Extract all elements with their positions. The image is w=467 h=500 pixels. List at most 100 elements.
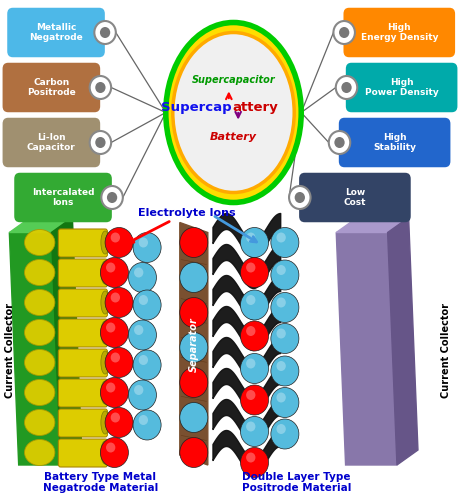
Circle shape bbox=[111, 412, 120, 422]
Circle shape bbox=[139, 295, 148, 305]
Circle shape bbox=[105, 228, 133, 258]
Text: Battery: Battery bbox=[210, 132, 257, 141]
Circle shape bbox=[276, 265, 286, 275]
Circle shape bbox=[95, 137, 106, 148]
FancyBboxPatch shape bbox=[3, 118, 100, 167]
Circle shape bbox=[180, 298, 208, 328]
Circle shape bbox=[180, 228, 208, 258]
Circle shape bbox=[100, 318, 128, 348]
Circle shape bbox=[295, 192, 305, 203]
Circle shape bbox=[246, 358, 255, 368]
Ellipse shape bbox=[24, 320, 55, 345]
Circle shape bbox=[134, 268, 143, 278]
Text: Current Collector: Current Collector bbox=[441, 302, 451, 398]
Text: Carbon
Positrode: Carbon Positrode bbox=[27, 78, 76, 97]
FancyBboxPatch shape bbox=[58, 439, 107, 467]
Circle shape bbox=[100, 438, 128, 468]
Circle shape bbox=[180, 402, 208, 432]
Circle shape bbox=[276, 298, 286, 308]
Text: High
Energy Density: High Energy Density bbox=[361, 23, 438, 42]
FancyBboxPatch shape bbox=[7, 8, 105, 57]
Circle shape bbox=[241, 416, 269, 446]
Ellipse shape bbox=[101, 261, 109, 284]
Text: Double Layer Type
Positrode Material: Double Layer Type Positrode Material bbox=[242, 472, 351, 494]
Circle shape bbox=[105, 348, 133, 378]
Circle shape bbox=[276, 424, 286, 434]
Circle shape bbox=[133, 232, 161, 262]
Circle shape bbox=[334, 137, 345, 148]
FancyBboxPatch shape bbox=[346, 62, 458, 112]
Text: High
Stability: High Stability bbox=[373, 133, 416, 152]
Text: Current Collector: Current Collector bbox=[5, 302, 15, 398]
Circle shape bbox=[271, 324, 299, 354]
Circle shape bbox=[94, 21, 116, 44]
Circle shape bbox=[111, 232, 120, 242]
Ellipse shape bbox=[166, 22, 301, 203]
FancyBboxPatch shape bbox=[58, 349, 107, 377]
Text: High
Power Density: High Power Density bbox=[365, 78, 439, 97]
FancyBboxPatch shape bbox=[14, 173, 112, 222]
Circle shape bbox=[336, 76, 357, 99]
Circle shape bbox=[241, 321, 269, 351]
Circle shape bbox=[246, 390, 255, 400]
Circle shape bbox=[106, 262, 115, 272]
Circle shape bbox=[339, 27, 349, 38]
Text: Separator: Separator bbox=[189, 318, 199, 372]
Circle shape bbox=[241, 228, 269, 258]
Polygon shape bbox=[51, 218, 82, 465]
FancyBboxPatch shape bbox=[58, 319, 107, 347]
FancyBboxPatch shape bbox=[58, 379, 107, 407]
Circle shape bbox=[246, 422, 255, 432]
FancyBboxPatch shape bbox=[339, 118, 450, 167]
Ellipse shape bbox=[24, 440, 55, 466]
Polygon shape bbox=[336, 232, 397, 465]
Polygon shape bbox=[9, 232, 61, 465]
Circle shape bbox=[90, 131, 111, 154]
Circle shape bbox=[241, 354, 269, 384]
FancyBboxPatch shape bbox=[58, 229, 107, 257]
Circle shape bbox=[271, 228, 299, 258]
Text: Supercapacitor: Supercapacitor bbox=[191, 75, 276, 85]
Ellipse shape bbox=[101, 321, 109, 344]
FancyBboxPatch shape bbox=[3, 62, 100, 112]
Circle shape bbox=[241, 258, 269, 288]
Circle shape bbox=[246, 262, 255, 272]
Circle shape bbox=[276, 328, 286, 338]
Circle shape bbox=[128, 320, 156, 350]
Circle shape bbox=[341, 82, 352, 93]
Circle shape bbox=[276, 361, 286, 371]
Circle shape bbox=[101, 186, 123, 209]
Text: Battery Type Metal
Negatrode Material: Battery Type Metal Negatrode Material bbox=[43, 472, 158, 494]
Text: Li-Ion
Capacitor: Li-Ion Capacitor bbox=[27, 133, 76, 152]
Circle shape bbox=[180, 262, 208, 292]
Circle shape bbox=[111, 292, 120, 302]
FancyBboxPatch shape bbox=[58, 409, 107, 437]
Text: Low
Cost: Low Cost bbox=[344, 188, 366, 207]
Text: attery: attery bbox=[232, 101, 278, 114]
Circle shape bbox=[271, 356, 299, 386]
Circle shape bbox=[271, 419, 299, 449]
Circle shape bbox=[139, 238, 148, 248]
Circle shape bbox=[180, 332, 208, 362]
Circle shape bbox=[271, 388, 299, 418]
Circle shape bbox=[95, 82, 106, 93]
Circle shape bbox=[241, 448, 269, 478]
Circle shape bbox=[134, 325, 143, 335]
Polygon shape bbox=[336, 218, 409, 232]
FancyBboxPatch shape bbox=[299, 173, 411, 222]
Circle shape bbox=[139, 355, 148, 365]
Circle shape bbox=[246, 452, 255, 462]
Circle shape bbox=[271, 260, 299, 290]
Circle shape bbox=[90, 76, 111, 99]
Text: Metallic
Negatrode: Metallic Negatrode bbox=[29, 23, 83, 42]
Circle shape bbox=[276, 392, 286, 402]
Circle shape bbox=[246, 295, 255, 305]
Circle shape bbox=[246, 232, 255, 242]
Circle shape bbox=[133, 410, 161, 440]
Polygon shape bbox=[388, 218, 418, 465]
Circle shape bbox=[133, 290, 161, 320]
Circle shape bbox=[180, 368, 208, 398]
Ellipse shape bbox=[101, 351, 109, 374]
Circle shape bbox=[139, 415, 148, 425]
Text: Intercalated
Ions: Intercalated Ions bbox=[32, 188, 94, 207]
